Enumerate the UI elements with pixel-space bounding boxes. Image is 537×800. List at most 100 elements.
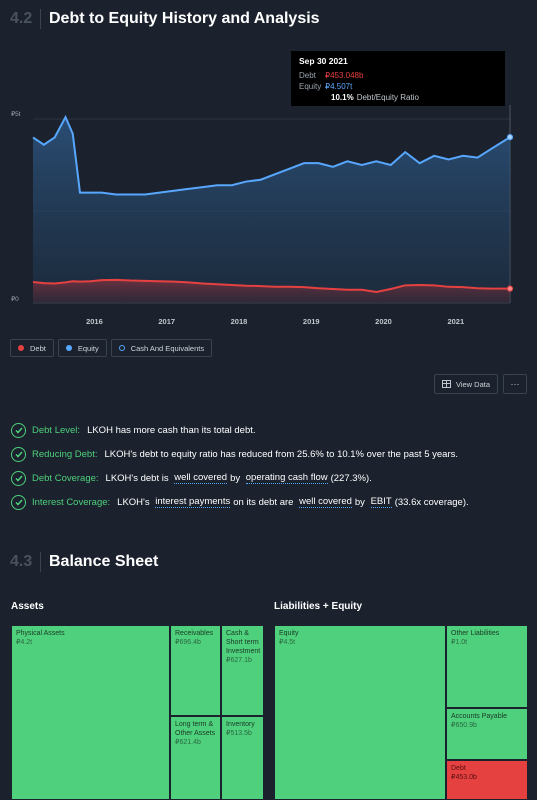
debt-series-line bbox=[32, 278, 510, 293]
assets-label: Assets bbox=[11, 601, 44, 612]
treemap-value: ₽621.4b bbox=[175, 739, 201, 746]
treemap-value: ₽650.9b bbox=[451, 722, 477, 729]
legend-cash[interactable]: Cash And Equivalents bbox=[110, 339, 213, 357]
treemap-accounts-payable[interactable]: Accounts Payable ₽650.9b bbox=[446, 708, 528, 760]
view-data-button[interactable]: View Data bbox=[434, 374, 498, 394]
view-data-label: View Data bbox=[455, 379, 491, 389]
check-row: Debt Level: LKOH has more cash than its t… bbox=[11, 418, 531, 442]
treemap-other-liabilities[interactable]: Other Liabilities ₽1.0t bbox=[446, 625, 528, 708]
check-label: Interest Coverage: bbox=[32, 496, 111, 508]
treemap-name: Cash & Short term Investment bbox=[226, 630, 261, 655]
treemap-name: Accounts Payable bbox=[451, 713, 508, 720]
check-text: (227.3%). bbox=[330, 472, 372, 484]
tooltip-date: Sep 30 2021 bbox=[299, 56, 348, 66]
treemap-long-term-assets[interactable]: Long term & Other Assets ₽621.4b bbox=[170, 716, 221, 800]
y-tick-label: ₽0 bbox=[11, 295, 19, 303]
table-icon bbox=[441, 380, 451, 388]
check-circle-icon bbox=[11, 470, 26, 486]
liabilities-label: Liabilities + Equity bbox=[274, 601, 363, 612]
tooltip-equity-value: ₽4.507t bbox=[325, 82, 353, 91]
treemap-name: Debt bbox=[451, 765, 466, 772]
section-header-debt: 4.2 Debt to Equity History and Analysis bbox=[10, 9, 320, 29]
legend-debt-label: Debt bbox=[30, 343, 46, 353]
check-row: Debt Coverage: LKOH's debt is well covere… bbox=[11, 466, 531, 490]
tooltip-debt-label: Debt bbox=[299, 71, 316, 80]
x-tick-label: 2019 bbox=[303, 317, 320, 326]
section-divider bbox=[40, 552, 41, 572]
treemap-value: ₽627.1b bbox=[226, 657, 252, 664]
x-tick-label: 2020 bbox=[375, 317, 392, 326]
check-label: Debt Level: bbox=[32, 424, 81, 436]
equity-dot-icon bbox=[65, 345, 72, 351]
treemap-value: ₽4.2t bbox=[16, 639, 33, 646]
check-term-link[interactable]: EBIT bbox=[370, 496, 392, 508]
treemap-name: Other Liabilities bbox=[451, 630, 500, 637]
equity-series-line bbox=[32, 114, 511, 196]
section-divider bbox=[40, 9, 41, 29]
check-term-link[interactable]: well covered bbox=[174, 472, 228, 484]
section-header-balance: 4.3 Balance Sheet bbox=[10, 552, 158, 572]
section-title: Debt to Equity History and Analysis bbox=[49, 10, 320, 27]
more-dots-icon: ··· bbox=[510, 379, 520, 389]
check-row: Reducing Debt: LKOH's debt to equity rati… bbox=[11, 442, 531, 466]
check-circle-icon bbox=[11, 446, 26, 462]
tooltip-debt-value: ₽453.048b bbox=[325, 71, 364, 80]
x-tick-label: 2018 bbox=[231, 317, 248, 326]
check-term-link[interactable]: well covered bbox=[299, 496, 352, 508]
check-text: (33.6x coverage). bbox=[394, 496, 469, 508]
check-text: by bbox=[230, 472, 243, 484]
legend-equity[interactable]: Equity bbox=[57, 339, 107, 357]
treemap-physical-assets[interactable]: Physical Assets ₽4.2t bbox=[11, 625, 170, 800]
tooltip-ratio-label: Debt/Equity Ratio bbox=[356, 93, 419, 102]
treemap-cash[interactable]: Cash & Short term Investment ₽627.1b bbox=[221, 625, 264, 716]
treemap-name: Long term & Other Assets bbox=[175, 721, 216, 737]
treemap-name: Receivables bbox=[175, 630, 214, 637]
x-tick-label: 2017 bbox=[158, 317, 175, 326]
chart-tooltip: Sep 30 2021 Debt ₽453.048b Equity ₽4.507… bbox=[291, 51, 505, 106]
legend-equity-label: Equity bbox=[77, 343, 99, 353]
section-number: 4.3 bbox=[10, 553, 33, 570]
check-text: on its debt are bbox=[233, 496, 297, 508]
check-label: Reducing Debt: bbox=[32, 448, 98, 460]
y-tick-label: ₽5t bbox=[11, 110, 21, 118]
cash-ring-icon bbox=[118, 345, 125, 351]
check-circle-icon bbox=[11, 494, 26, 510]
section-number: 4.2 bbox=[10, 10, 33, 27]
debt-checks-list: Debt Level: LKOH has more cash than its t… bbox=[11, 418, 531, 514]
tooltip-ratio-value: 10.1% bbox=[331, 93, 354, 102]
x-tick-label: 2016 bbox=[86, 317, 103, 326]
treemap-name: Physical Assets bbox=[16, 630, 65, 637]
check-term-link[interactable]: operating cash flow bbox=[245, 472, 328, 484]
more-options-button[interactable]: ··· bbox=[503, 374, 527, 394]
legend-debt[interactable]: Debt bbox=[10, 339, 54, 357]
check-label: Debt Coverage: bbox=[32, 472, 99, 484]
section-title: Balance Sheet bbox=[49, 553, 159, 570]
tooltip-equity-label: Equity bbox=[299, 82, 322, 91]
equity-area bbox=[33, 117, 510, 303]
check-text: LKOH's debt to equity ratio has reduced … bbox=[104, 448, 458, 460]
check-term-link[interactable]: interest payments bbox=[155, 496, 231, 508]
check-text: LKOH's bbox=[117, 496, 153, 508]
treemap-value: ₽1.0t bbox=[451, 639, 468, 646]
check-text: LKOH has more cash than its total debt. bbox=[87, 424, 256, 436]
debt-dot-icon bbox=[18, 345, 24, 351]
treemap-value: ₽696.4b bbox=[175, 639, 201, 646]
treemap-name: Equity bbox=[279, 630, 299, 637]
check-circle-icon bbox=[11, 422, 26, 438]
treemap-name: Inventory bbox=[226, 721, 255, 728]
treemap-value: ₽4.5t bbox=[279, 639, 296, 646]
treemap-inventory[interactable]: Inventory ₽513.5b bbox=[221, 716, 264, 800]
check-text: by bbox=[354, 496, 368, 508]
treemap-value: ₽513.5b bbox=[226, 730, 252, 737]
equity-end-point bbox=[506, 134, 514, 141]
debt-end-point bbox=[506, 285, 514, 292]
treemap-debt[interactable]: Debt ₽453.0b bbox=[446, 760, 528, 800]
legend-cash-label: Cash And Equivalents bbox=[130, 343, 205, 353]
debt-area bbox=[33, 279, 510, 303]
check-row: Interest Coverage: LKOH's interest paymen… bbox=[11, 490, 531, 514]
treemap-value: ₽453.0b bbox=[451, 774, 477, 781]
treemap-receivables[interactable]: Receivables ₽696.4b bbox=[170, 625, 221, 716]
debt-equity-chart[interactable]: ₽0 ₽5t 2016 2017 2018 2019 2020 2021 bbox=[0, 45, 537, 335]
x-tick-label: 2021 bbox=[447, 317, 464, 326]
treemap-equity[interactable]: Equity ₽4.5t bbox=[274, 625, 446, 800]
